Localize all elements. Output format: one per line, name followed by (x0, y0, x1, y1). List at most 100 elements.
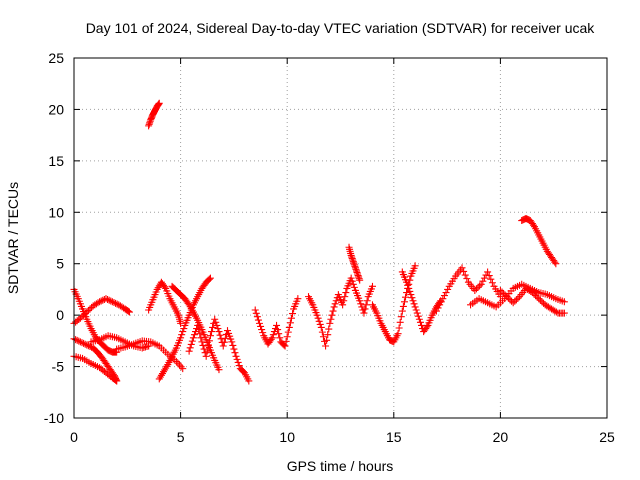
x-tick-label: 10 (279, 429, 295, 445)
x-tick-label: 20 (493, 429, 509, 445)
data-point (560, 309, 568, 317)
data-point (356, 297, 364, 305)
data-point (76, 314, 84, 322)
data-point (208, 328, 216, 336)
data-point (232, 352, 240, 360)
data-point (282, 337, 290, 345)
data-point (245, 377, 253, 385)
series-arc-3 (70, 335, 121, 385)
data-point (84, 342, 92, 350)
data-point (349, 280, 357, 288)
data-point (187, 340, 195, 348)
data-point (257, 322, 265, 330)
chart-title: Day 101 of 2024, Sidereal Day-to-day VTE… (86, 20, 596, 36)
data-point (552, 308, 560, 316)
data-point (485, 272, 493, 280)
data-point (179, 365, 187, 373)
data-point (328, 311, 336, 319)
x-tick-label: 15 (386, 429, 402, 445)
data-point (221, 334, 229, 342)
data-point (340, 297, 348, 305)
data-point (317, 323, 325, 331)
data-point (529, 221, 537, 229)
data-point (283, 333, 291, 341)
y-tick-label: 25 (48, 50, 64, 66)
data-point (415, 315, 423, 323)
data-point (532, 292, 540, 300)
series-arc-13 (305, 274, 376, 350)
data-point (538, 298, 546, 306)
data-point (275, 330, 283, 338)
series-arc-14 (345, 243, 364, 284)
data-point (476, 282, 484, 290)
data-point (234, 358, 242, 366)
data-point (316, 320, 324, 328)
x-tick-label: 25 (599, 429, 615, 445)
data-point (461, 271, 469, 279)
data-point (487, 275, 495, 283)
x-axis-label: GPS time / hours (287, 458, 394, 474)
data-point (514, 294, 522, 302)
data-point (347, 274, 355, 282)
data-point (440, 292, 448, 300)
data-point (458, 264, 466, 272)
data-point (332, 297, 340, 305)
data-point (342, 289, 350, 297)
data-point (397, 313, 405, 321)
x-tick-label: 5 (177, 429, 185, 445)
data-point (362, 301, 370, 309)
data-point (253, 313, 261, 321)
data-point (230, 345, 238, 353)
data-point (407, 291, 415, 299)
data-point (81, 310, 89, 318)
data-point (331, 300, 339, 308)
data-point (125, 308, 133, 316)
data-point (496, 286, 504, 294)
data-point (560, 298, 568, 306)
data-point (409, 297, 417, 305)
data-point (406, 287, 414, 295)
y-tick-label: 0 (56, 307, 64, 323)
y-tick-label: -5 (52, 359, 65, 375)
data-point (408, 294, 416, 302)
data-point (80, 339, 88, 347)
data-point (73, 336, 81, 344)
data-point (205, 337, 213, 345)
data-point (318, 328, 326, 336)
data-point (178, 331, 186, 339)
data-point (404, 281, 412, 289)
data-point (202, 352, 210, 360)
series-arc-11 (185, 315, 253, 385)
data-point (233, 355, 241, 363)
series-arc-19 (496, 284, 568, 317)
data-point (231, 349, 239, 357)
data-point (500, 290, 508, 298)
data-point (512, 296, 520, 304)
data-point (423, 323, 431, 331)
data-point (75, 337, 83, 345)
data-point (216, 331, 224, 339)
data-point (479, 277, 487, 285)
data-point (552, 260, 560, 268)
data-point (444, 285, 452, 293)
data-point (251, 306, 259, 314)
data-point (405, 284, 413, 292)
series-arc-7 (145, 278, 185, 327)
data-point (206, 274, 214, 282)
data-point (259, 329, 267, 337)
data-point (105, 296, 113, 304)
data-point (474, 283, 482, 291)
data-point (439, 295, 447, 303)
data-point (400, 298, 408, 306)
data-point (416, 318, 424, 326)
plot-frame (73, 57, 608, 419)
data-point (211, 315, 219, 323)
data-point (411, 303, 419, 311)
data-point (286, 319, 294, 327)
data-point (186, 344, 194, 352)
data-point (339, 301, 347, 309)
data-point (198, 338, 206, 346)
data-point (436, 301, 444, 309)
